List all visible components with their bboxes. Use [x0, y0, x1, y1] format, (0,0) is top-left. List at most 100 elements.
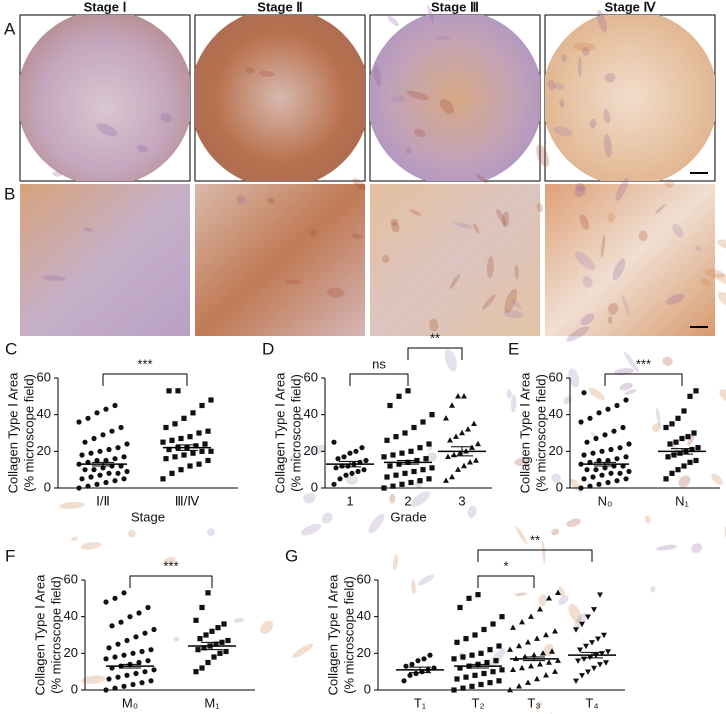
tissue-texture: [566, 518, 581, 528]
dot: [195, 647, 201, 653]
dot: [599, 448, 605, 454]
dot: [403, 663, 409, 669]
dot: [163, 424, 169, 431]
tissue-texture: [672, 223, 684, 238]
dot: [112, 654, 118, 660]
dot: [447, 437, 453, 443]
dot: [136, 610, 142, 616]
dot: [693, 457, 699, 464]
tissue-texture: [704, 268, 725, 279]
dot: [443, 415, 449, 421]
y-axis-label: Collagen Type Ⅰ Area: [517, 372, 532, 493]
dot: [579, 621, 585, 628]
dot: [381, 454, 387, 460]
dot: [461, 393, 467, 399]
y-tick-label: 40: [357, 608, 371, 623]
tissue-texture: [687, 433, 695, 447]
dot: [460, 654, 466, 660]
dot: [429, 465, 435, 471]
dot: [133, 670, 139, 677]
dot: [130, 650, 136, 656]
dot: [115, 674, 121, 680]
dot: [546, 659, 552, 665]
dot: [623, 476, 629, 482]
dot: [587, 483, 593, 489]
tissue-texture: [310, 229, 318, 238]
dot: [455, 466, 461, 472]
tissue-texture: [579, 214, 590, 231]
dot: [573, 627, 579, 633]
tissue-texture: [405, 146, 412, 154]
dot: [199, 665, 205, 671]
dot: [420, 467, 426, 473]
panel-letter: B: [4, 184, 15, 203]
column-title: Stage Ⅰ: [84, 0, 127, 14]
dot: [472, 672, 478, 678]
tissue-texture: [345, 474, 359, 485]
x-tick-label: T₁: [414, 695, 427, 710]
dot: [469, 683, 475, 689]
tissue-texture: [535, 700, 542, 710]
tissue-texture: [547, 79, 556, 91]
tissue-texture: [409, 209, 422, 216]
x-tick-label: Ⅰ/Ⅱ: [96, 493, 110, 508]
tissue-texture: [582, 276, 593, 288]
dot: [455, 393, 461, 399]
tissue-texture: [575, 182, 586, 192]
dot: [208, 397, 214, 403]
dot: [396, 393, 402, 399]
dot: [139, 680, 145, 686]
dot: [605, 649, 611, 655]
dot: [443, 477, 449, 483]
dot: [347, 450, 353, 456]
significance-label: ***: [137, 356, 152, 371]
tissue-texture: [502, 309, 523, 319]
tissue-texture: [136, 145, 149, 153]
dot: [585, 669, 591, 675]
tissue-texture: [440, 98, 455, 115]
tissue-texture: [382, 254, 390, 263]
tissue-texture: [496, 209, 507, 226]
tissue-texture: [574, 185, 586, 198]
tissue-texture: [563, 396, 572, 405]
dot: [463, 674, 469, 680]
tissue-texture: [536, 144, 550, 167]
tissue-texture: [678, 475, 691, 488]
dot: [675, 415, 681, 421]
dot: [199, 604, 205, 611]
dot: [466, 595, 472, 601]
dot: [461, 462, 467, 469]
tissue-texture: [638, 230, 648, 242]
tissue-texture: [501, 211, 510, 228]
dot: [577, 647, 583, 653]
tissue-texture: [81, 675, 106, 684]
dot: [591, 665, 597, 672]
tissue-texture: [665, 293, 685, 305]
dot: [109, 623, 115, 629]
tissue-texture: [656, 544, 677, 551]
dot: [190, 410, 196, 416]
dot: [97, 448, 103, 454]
dot: [591, 607, 597, 613]
dot: [555, 657, 561, 663]
dot: [584, 439, 590, 445]
tissue-texture: [650, 585, 656, 593]
dot: [94, 481, 100, 487]
dot: [687, 393, 693, 399]
tissue-texture: [691, 543, 703, 553]
tissue-texture: [561, 53, 567, 63]
dot: [552, 628, 558, 634]
tissue-texture: [553, 82, 565, 91]
dot: [387, 402, 393, 409]
dot: [169, 470, 175, 476]
dot: [118, 619, 124, 625]
dot: [531, 651, 537, 658]
y-tick-label: 60: [304, 369, 318, 384]
dot: [148, 647, 154, 653]
tissue-texture: [351, 233, 363, 240]
tissue-texture: [127, 529, 136, 538]
dot: [675, 467, 681, 473]
dot: [115, 445, 121, 451]
dot: [139, 648, 145, 655]
